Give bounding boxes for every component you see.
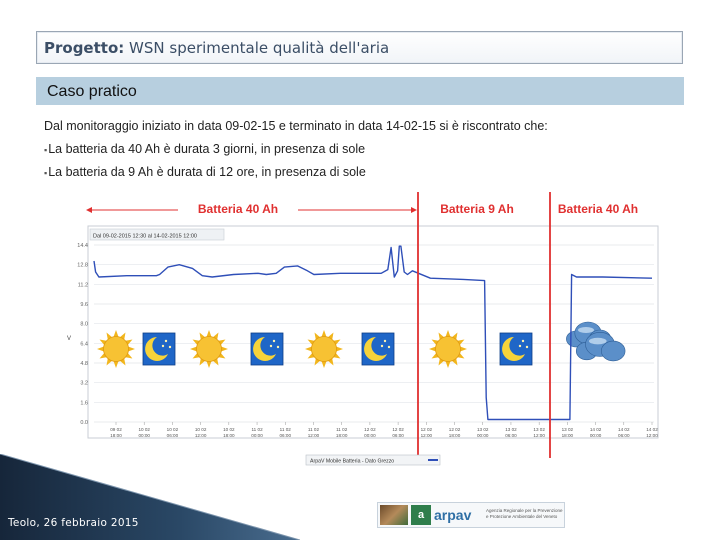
- x-tick-label-date: 14 02: [618, 427, 630, 432]
- x-tick-label-date: 11 02: [280, 427, 292, 432]
- x-tick-label-date: 13 02: [533, 427, 545, 432]
- y-tick-label: 12.8: [77, 263, 88, 269]
- x-tick-label-time: 18:00: [336, 433, 348, 438]
- footer-wedge: [0, 454, 300, 540]
- x-tick-label-time: 00:00: [138, 433, 150, 438]
- x-tick-label-date: 12 02: [449, 427, 461, 432]
- legend-box: [305, 454, 441, 466]
- y-tick-label: 0.0: [80, 420, 88, 426]
- y-tick-label: 8.0: [80, 322, 88, 328]
- slide-title-box: Progetto: WSN sperimentale qualità dell'…: [36, 31, 683, 64]
- x-tick-label-date: 12 02: [392, 427, 404, 432]
- sun-icon: [429, 330, 467, 368]
- x-tick-label-date: 14 02: [646, 427, 658, 432]
- cloud-icon: [566, 321, 626, 362]
- slide-title: Progetto: WSN sperimentale qualità dell'…: [44, 39, 390, 57]
- footer-date: Teolo, 26 febbraio 2015: [8, 517, 139, 529]
- voltage-series-line: [93, 245, 653, 421]
- sun-icon: [190, 330, 228, 368]
- x-tick-label-time: 00:00: [251, 433, 263, 438]
- x-tick-label-date: 10 02: [195, 427, 207, 432]
- y-tick-label: 3.2: [80, 381, 88, 387]
- arpav-logo: a arpav Agenzia Regionale per la Prevenz…: [377, 502, 565, 528]
- x-tick-label-date: 11 02: [336, 427, 348, 432]
- y-tick-label: 9.6: [80, 302, 88, 308]
- bullet-icon: ▪: [44, 168, 48, 178]
- battery-voltage-chart: Dal 09-02-2015 12:30 al 14-02-2015 12:00…: [60, 190, 670, 470]
- logo-mark: a: [411, 505, 431, 525]
- x-tick-label-date: 12 02: [421, 427, 433, 432]
- logo-subtitle: Agenzia Regionale per la Prevenzione e P…: [486, 508, 563, 519]
- x-tick-label-date: 10 02: [223, 427, 235, 432]
- bullet-item: ▪La batteria da 9 Ah è durata di 12 ore,…: [44, 165, 366, 179]
- moon-icon: [361, 332, 395, 366]
- x-tick-label-date: 10 02: [167, 427, 179, 432]
- x-tick-label-date: 14 02: [590, 427, 602, 432]
- x-tick-label-date: 13 02: [562, 427, 574, 432]
- x-tick-label-date: 11 02: [251, 427, 263, 432]
- y-axis-label: V: [67, 336, 71, 342]
- section-label: Caso pratico: [47, 83, 137, 100]
- x-tick-label-time: 18:00: [449, 433, 461, 438]
- x-tick-label-time: 18:00: [110, 433, 122, 438]
- battery-label: Batteria 40 Ah: [558, 202, 638, 216]
- section-bar: Caso pratico: [36, 77, 684, 105]
- x-tick-label-time: 18:00: [223, 433, 235, 438]
- bullet-icon: ▪: [44, 145, 48, 155]
- x-tick-label-date: 09 02: [110, 427, 122, 432]
- sun-icon: [305, 330, 343, 368]
- moon-icon: [142, 332, 176, 366]
- x-tick-label-time: 00:00: [590, 433, 602, 438]
- chart-header-text: Dal 09-02-2015 12:30 al 14-02-2015 12:00: [93, 234, 197, 240]
- y-tick-label: 4.8: [80, 361, 88, 367]
- x-tick-label-time: 06:00: [618, 433, 630, 438]
- moon-icon: [250, 332, 284, 366]
- x-tick-label-time: 00:00: [477, 433, 489, 438]
- x-tick-label-time: 12:00: [533, 433, 545, 438]
- y-tick-label: 14.4: [77, 243, 88, 249]
- intro-text: Dal monitoraggio iniziato in data 09-02-…: [44, 119, 548, 133]
- x-tick-label-time: 12:00: [308, 433, 320, 438]
- x-tick-label-date: 13 02: [505, 427, 517, 432]
- chart-header-tab: [89, 228, 225, 241]
- battery-label: Batteria 40 Ah: [198, 202, 278, 216]
- arrowhead-right-icon: [411, 207, 417, 213]
- x-tick-label-time: 06:00: [505, 433, 517, 438]
- arrowhead-left-icon: [86, 207, 92, 213]
- sun-icon: [97, 330, 135, 368]
- moon-icon: [499, 332, 533, 366]
- x-tick-label-time: 12:00: [195, 433, 207, 438]
- x-tick-label-date: 13 02: [477, 427, 489, 432]
- x-tick-label-time: 06:00: [392, 433, 404, 438]
- battery-label: Batteria 9 Ah: [440, 202, 514, 216]
- x-tick-label-time: 00:00: [364, 433, 376, 438]
- logo-name: arpav: [434, 507, 472, 523]
- legend-label: ArpaV Mobile Batteria - Dato Grezzo: [310, 459, 394, 465]
- logo-photo: [380, 505, 408, 525]
- x-tick-label-date: 12 02: [364, 427, 376, 432]
- bullet-item: ▪La batteria da 40 Ah è durata 3 giorni,…: [44, 142, 366, 156]
- y-tick-label: 11.2: [78, 282, 88, 288]
- x-tick-label-time: 18:00: [562, 433, 574, 438]
- x-tick-label-date: 10 02: [138, 427, 150, 432]
- x-tick-label-time: 12:00: [646, 433, 658, 438]
- x-tick-label-time: 06:00: [167, 433, 179, 438]
- x-tick-label-time: 06:00: [280, 433, 292, 438]
- x-tick-label-time: 12:00: [421, 433, 433, 438]
- y-tick-label: 1.6: [80, 400, 88, 406]
- x-tick-label-date: 11 02: [308, 427, 320, 432]
- y-tick-label: 6.4: [80, 341, 88, 347]
